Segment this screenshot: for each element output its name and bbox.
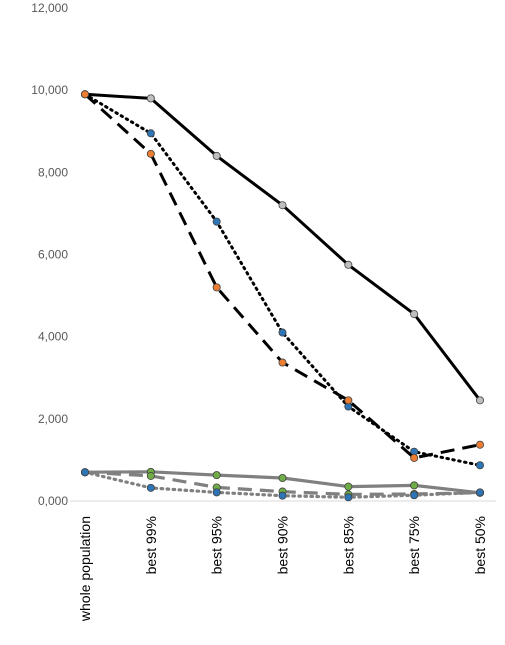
series-6	[81, 468, 484, 502]
data-point	[410, 491, 419, 500]
data-point	[344, 482, 353, 491]
series-3	[81, 90, 484, 462]
y-tick-label: 0,000	[38, 494, 68, 508]
data-point	[146, 149, 155, 158]
series-1	[81, 90, 484, 405]
y-tick-label: 10,000	[31, 83, 68, 97]
x-category-label: best 99%	[143, 516, 159, 574]
data-point	[344, 396, 353, 405]
y-axis-tick-labels: 0,000 2,000 4,000 6,000 8,000 10,000 12,000	[31, 1, 68, 508]
series-lines	[81, 90, 484, 502]
y-tick-label: 2,000	[38, 412, 68, 426]
y-tick-label: 8,000	[38, 165, 68, 179]
y-tick-label: 6,000	[38, 248, 68, 262]
data-point	[410, 310, 419, 319]
series-line	[83, 93, 481, 460]
data-point	[410, 453, 419, 462]
data-point	[344, 493, 353, 502]
data-point	[278, 328, 287, 337]
data-point	[278, 491, 287, 500]
x-category-label: best 50%	[472, 516, 488, 574]
series-line	[84, 92, 482, 402]
data-point	[212, 488, 221, 497]
x-category-label: best 90%	[275, 516, 291, 574]
y-tick-label: 4,000	[38, 330, 68, 344]
data-point	[475, 440, 484, 449]
series-line	[83, 92, 482, 467]
x-category-label: best 85%	[340, 516, 356, 574]
data-point	[475, 396, 484, 405]
data-point	[212, 151, 221, 160]
data-point	[212, 283, 221, 292]
data-point	[278, 358, 287, 367]
data-point	[146, 471, 155, 480]
x-category-label: whole population	[77, 516, 93, 622]
data-point	[475, 488, 484, 497]
x-category-label: best 75%	[406, 516, 422, 574]
data-point	[81, 468, 90, 477]
data-point	[146, 94, 155, 103]
data-point	[212, 217, 221, 226]
data-point	[344, 260, 353, 269]
x-axis-category-labels: whole population best 99% best 95% best 90%…	[77, 516, 488, 622]
x-category-label: best 95%	[209, 516, 225, 574]
data-point	[146, 483, 155, 492]
y-tick-label: 12,000	[31, 1, 68, 15]
data-point	[278, 473, 287, 482]
data-point	[81, 90, 90, 99]
data-point	[278, 201, 287, 210]
data-point	[146, 129, 155, 138]
data-point	[475, 461, 484, 470]
data-point	[410, 481, 419, 490]
data-point	[212, 471, 221, 480]
